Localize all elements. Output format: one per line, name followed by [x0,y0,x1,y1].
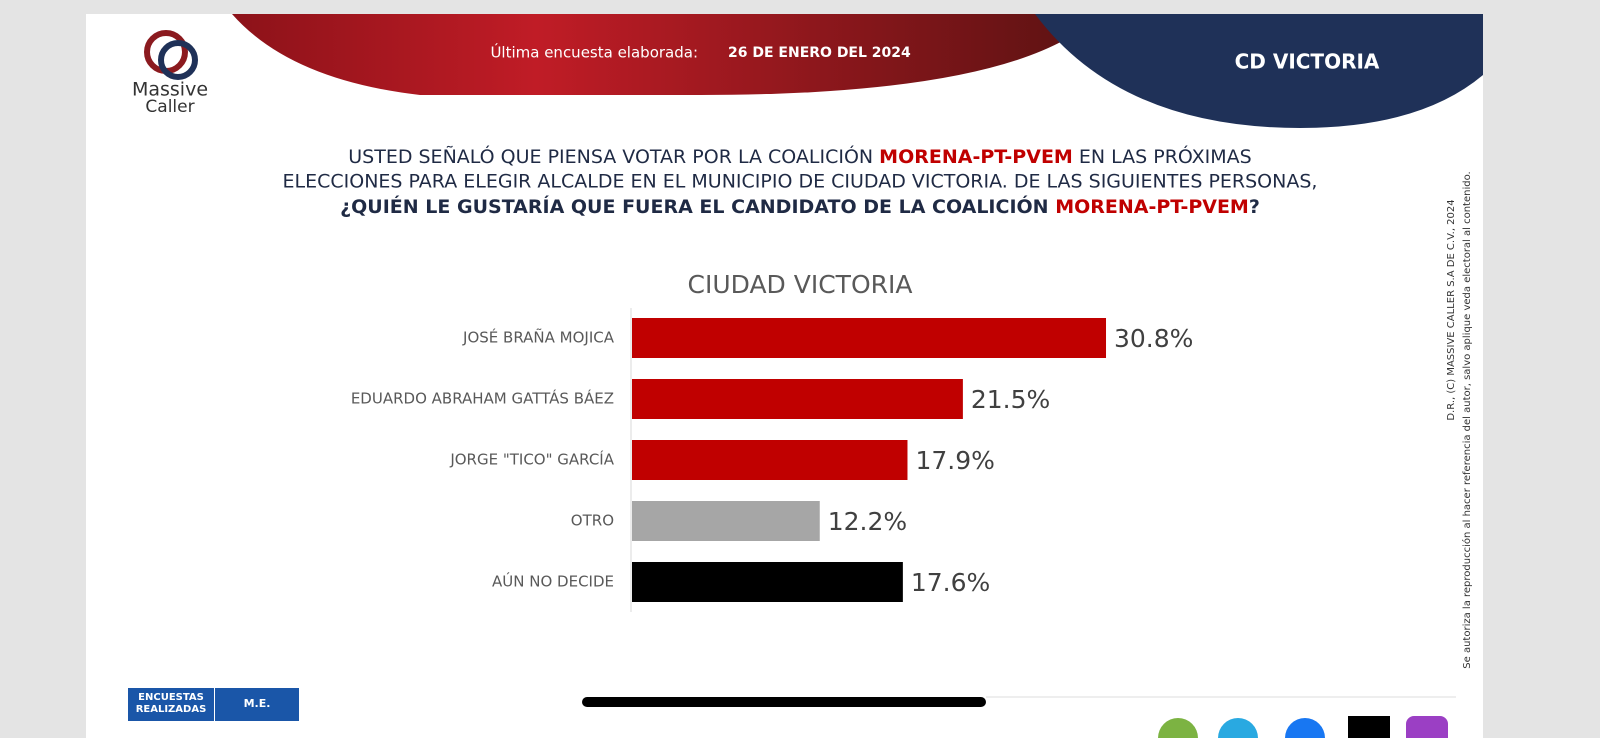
bar [632,501,820,541]
value-label: 12.2% [828,507,907,536]
bar [632,562,903,602]
question-text: ¿QUIÉN LE GUSTARÍA QUE FUERA EL CANDIDAT… [340,194,1048,218]
table-cell [128,688,214,721]
logo-text: Massive [132,79,208,101]
category-label: JORGE "TICO" GARCÍA [449,450,614,469]
question-party: MORENA-PT-PVEM [879,146,1073,168]
footer-table: ENCUESTAS REALIZADAS M.E. [128,688,299,721]
question-line: ELECCIONES PARA ELEGIR ALCALDE EN EL MUN… [283,171,1318,193]
survey-date: 26 DE ENERO DEL 2024 [728,45,911,61]
side-note-text: D.R., (C) MASSIVE CALLER S.A DE C.V., 20… [1446,199,1457,420]
value-label: 17.6% [911,568,990,597]
chart-title: CIUDAD VICTORIA [688,270,913,299]
side-note: D.R., (C) MASSIVE CALLER S.A DE C.V., 20… [1446,171,1473,668]
survey-label: Última encuesta elaborada: [490,43,698,62]
social-icon [1218,718,1258,738]
category-label: AÚN NO DECIDE [492,572,614,591]
region-band [1035,14,1483,128]
value-label: 30.8% [1114,324,1193,353]
question-line: ¿QUIÉN LE GUSTARÍA QUE FUERA EL CANDIDAT… [340,194,1260,218]
logo-text: Caller [145,97,194,117]
logo-ring [158,40,198,80]
cell-box: ENCUESTAS REALIZADAS [135,692,207,715]
value-label: 17.9% [915,446,994,475]
table-header: M.E. [244,697,271,710]
plot: JOSÉ BRAÑA MOJICA 30.8% EDUARDO ABRAHAM GA… [351,318,1193,602]
region: CD VICTORIA [1235,50,1380,74]
category-label: OTRO [571,512,614,530]
bar [632,440,908,480]
question-text: EN LAS PRÓXIMAS [1079,144,1252,168]
header-band [232,14,1100,95]
bar [632,318,1107,358]
home-indicator [582,697,986,707]
side-note-text: Se autoriza la reproducción al hacer ref… [1461,171,1473,668]
value-label: 21.5% [971,385,1050,414]
social-icon [1348,716,1390,738]
social-icon [1158,718,1198,738]
category-label: JOSÉ BRAÑA MOJICA [462,328,615,347]
question-line: USTED SEÑALÓ QUE PIENSA VOTAR POR LA COA… [348,144,1251,168]
social-icon [1285,718,1325,738]
category-label: EDUARDO ABRAHAM GATTÁS BÁEZ [351,389,614,408]
question-text: USTED SEÑALÓ QUE PIENSA VOTAR POR LA COA… [348,144,873,168]
social-icon [1406,716,1448,738]
logo: Massive Caller [132,30,208,117]
question-party: MORENA-PT-PVEM [1055,196,1249,218]
question-text: ? [1249,196,1260,218]
card [86,14,1483,738]
table-cell [215,688,299,721]
table-header: ENCUESTAS REALIZADAS [135,692,207,715]
bar [632,379,963,419]
